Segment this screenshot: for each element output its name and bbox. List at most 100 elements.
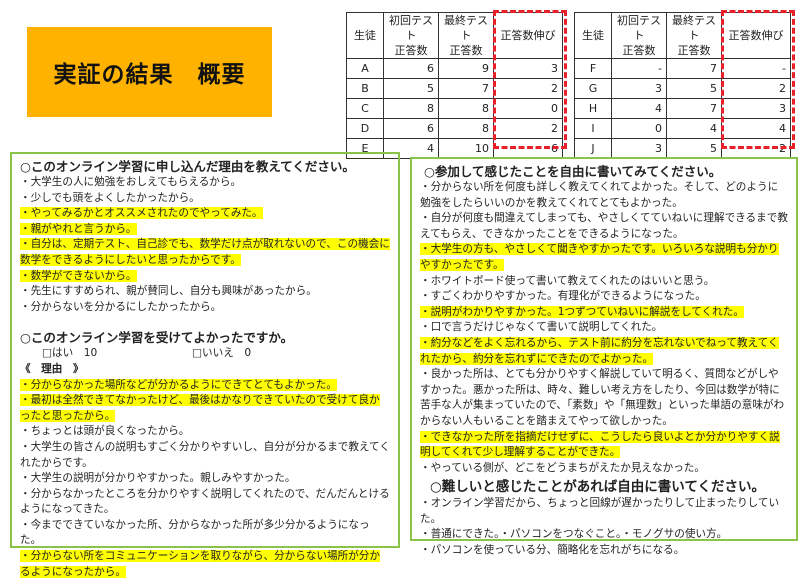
answer-item: ・先生にすすめられ、親が賛同し、自分も興味があったから。 <box>20 284 390 300</box>
survey-panel-left: ○このオンライン学習に申し込んだ理由を教えてください。 ・大学生の人に勉強をおし… <box>10 152 400 578</box>
question-impressions: ○参加して感じたことを自由に書いてみてください。 <box>424 164 722 179</box>
student-cell: A <box>346 58 384 79</box>
final-score-cell: 5 <box>666 138 722 159</box>
first-score-cell: 3 <box>611 78 667 99</box>
answer-list: ・オンライン学習だから、ちょっと回線が遅かったりして止まったりしていた。・普通に… <box>420 496 788 558</box>
answer-text: ・分からないを分かるにしたかったから。 <box>20 300 222 313</box>
student-cell: J <box>574 138 612 159</box>
answer-text: ・約分などをよく忘れるから、テスト前に約分を忘れないでねって教えてくれたから、約… <box>420 336 779 365</box>
final-score-cell: 10 <box>438 138 494 159</box>
answer-text: ・できなかった所を指摘だけせずに、こうしたら良いよとか分かりやすく説明してくれて… <box>420 430 780 459</box>
col-header-final-test: 最終テスト 正答数 <box>438 12 494 59</box>
answer-text: ・大学生の人に勉強をおしえてもらえるから。 <box>20 176 242 188</box>
answer-text: ・やってみるかとオススメされたのでやってみた。 <box>20 207 263 220</box>
improvement-cell: 0 <box>493 98 563 119</box>
answer-item: ・すごくわかりやすかった。有理化ができるようになった。 <box>420 289 788 305</box>
answer-text: ・自分は、定期テスト、自己診でも、数学だけ点が取れないので、この機会に数学をでき… <box>20 238 390 266</box>
answer-text: ・分からなかった場所などが分かるようにできてとてもよかった。 <box>20 378 337 391</box>
answer-item: ・大学生の方も、やさしくて聞きやすかったです。いろいろな説明も分かりやすかったで… <box>420 242 788 273</box>
answer-item: ・できなかった所を指摘だけせずに、こうしたら良いよとか分かりやすく説明してくれて… <box>420 430 788 461</box>
student-cell: B <box>346 78 384 99</box>
first-score-cell: 6 <box>383 58 439 79</box>
yes-count: □はい 10 <box>42 347 98 360</box>
question-difficulties: ○難しいと感じたことがあれば自由に書いてください。 <box>430 479 765 496</box>
final-score-cell: 7 <box>666 58 722 79</box>
final-score-cell: 8 <box>438 118 494 139</box>
student-cell: H <box>574 98 612 119</box>
answer-item: ・今までできていなかった所、分からなかった所が多少分かるようになった。 <box>20 518 390 549</box>
yes-no-counts: □はい 10 □いいえ 0 <box>20 346 390 362</box>
answer-item: ・数学ができないから。 <box>20 269 390 285</box>
answer-text: ・説明がわかりやすかった。1つずつていねいに解説をしてくれた。 <box>420 305 744 318</box>
col-header-student: 生徒 <box>574 12 612 59</box>
first-score-cell: 4 <box>611 98 667 119</box>
answer-item: ・口で言うだけじゃなくて書いて説明してくれた。 <box>420 320 788 336</box>
answer-text: ・少しでも頭をよくしたかったから。 <box>20 191 200 204</box>
improvement-cell: 2 <box>493 78 563 99</box>
student-cell: F <box>574 58 612 79</box>
answer-item: ・自分は、定期テスト、自己診でも、数学だけ点が取れないので、この機会に数学をでき… <box>20 237 390 268</box>
answer-item: ・良かった所は、とても分かりやすく解説していて明るく、質問などがしやすかった。悪… <box>420 367 788 429</box>
col-header-improvement: 正答数伸び <box>721 12 791 59</box>
final-score-cell: 5 <box>666 78 722 99</box>
answer-text: ・やっている側が、どこをどうまちがえたか見えなかった。 <box>420 461 705 474</box>
student-cell: D <box>346 118 384 139</box>
answer-item: ・ちょっとは頭が良くなったから。 <box>20 424 390 440</box>
answer-text: ・オンライン学習だから、ちょっと回線が遅かったりして止まったりしていた。 <box>420 497 780 525</box>
answer-item: ・説明がわかりやすかった。1つずつていねいに解説をしてくれた。 <box>420 305 788 321</box>
answer-text: ・親がやれと言うから。 <box>20 222 137 235</box>
answer-item: ・自分が何度も間違えてしまっても、やさしくてていねいに理解できるまで教えてもらえ… <box>420 211 788 242</box>
answer-text: ・大学生の皆さんの説明もすごく分かりやすいし、自分が分かるまで教えてくれたからで… <box>20 440 390 469</box>
survey-panel-right: ○参加して感じたことを自由に書いてみてください。 ・分からない所を何度も詳しく教… <box>410 157 798 556</box>
final-score-cell: 4 <box>666 118 722 139</box>
answer-item: ・やってみるかとオススメされたのでやってみた。 <box>20 206 390 222</box>
answer-text: ・分からない所をコミュニケーションを取りながら、分からない場所が分かるようになっ… <box>20 550 380 578</box>
student-cell: C <box>346 98 384 119</box>
answer-text: ・自分が何度も間違えてしまっても、やさしくてていねいに理解できるまで教えてもらえ… <box>420 212 788 240</box>
final-score-cell: 7 <box>438 78 494 99</box>
answer-item: ・大学生の説明が分かりやすかった。親しみやすかった。 <box>20 471 390 487</box>
answer-item: ・分からないを分かるにしたかったから。 <box>20 300 390 316</box>
answer-text: ・分からなかったところを分かりやすく説明してくれたので、だんだんとけるようになっ… <box>20 487 390 516</box>
improvement-cell: 3 <box>493 58 563 79</box>
answer-item: ・親がやれと言うから。 <box>20 222 390 238</box>
answer-text: ・パソコンを使っている分、簡略化を忘れがちになる。 <box>420 544 685 557</box>
improvement-cell: 6 <box>493 138 563 159</box>
answer-text: ・分からない所を何度も詳しく教えてくれてよかった。そして、どのように勉強をしたら… <box>420 181 779 209</box>
first-score-cell: 3 <box>611 138 667 159</box>
col-header-first-test: 初回テスト 正答数 <box>611 12 667 59</box>
col-header-student: 生徒 <box>346 12 384 59</box>
answer-item: ・オンライン学習だから、ちょっと回線が遅かったりして止まったりしていた。 <box>420 496 788 527</box>
question-was-it-good: ○このオンライン学習を受けてよかったですか。 <box>20 330 294 346</box>
answer-item: ・分からなかったところを分かりやすく説明してくれたので、だんだんとけるようになっ… <box>20 487 390 518</box>
improvement-cell: - <box>721 58 791 79</box>
answer-item: ・大学生の皆さんの説明もすごく分かりやすいし、自分が分かるまで教えてくれたからで… <box>20 440 390 471</box>
table-header-row: 生徒 初回テスト 正答数 最終テスト 正答数 正答数伸び <box>346 12 563 59</box>
page-title: 実証の結果 概要 <box>27 27 272 117</box>
first-score-cell: 8 <box>383 98 439 119</box>
answer-item: ・約分などをよく忘れるから、テスト前に約分を忘れないでねって教えてくれたから、約… <box>420 336 788 367</box>
answer-item: ・最初は全然できてなかったけど、最後はかなりできていたので受けて良かったと思った… <box>20 393 390 424</box>
final-score-cell: 7 <box>666 98 722 119</box>
col-header-improvement: 正答数伸び <box>493 12 563 59</box>
answer-text: ・普通にできた。・パソコンをつなぐこと。・モノグサの使い方。 <box>420 528 728 541</box>
answer-text: ・先生にすすめられ、親が賛同し、自分も興味があったから。 <box>20 285 317 298</box>
answer-item: ・ホワイトボード使って書いて教えてくれたのはいいと思う。 <box>420 274 788 290</box>
answer-item: ・やっている側が、どこをどうまちがえたか見えなかった。 <box>420 461 788 477</box>
student-cell: G <box>574 78 612 99</box>
answer-item: ・分からなかった場所などが分かるようにできてとてもよかった。 <box>20 378 390 394</box>
answer-text: ・数学ができないから。 <box>20 269 137 282</box>
first-score-cell: 6 <box>383 118 439 139</box>
answer-list: ・分からない所を何度も詳しく教えてくれてよかった。そして、どのように勉強をしたら… <box>420 180 788 476</box>
final-score-cell: 8 <box>438 98 494 119</box>
improvement-cell: 3 <box>721 98 791 119</box>
answer-text: ・ホワイトボード使って書いて教えてくれたのはいいと思う。 <box>420 274 715 287</box>
answer-item: ・普通にできた。・パソコンをつなぐこと。・モノグサの使い方。 <box>420 527 788 543</box>
no-count: □いいえ 0 <box>192 347 252 360</box>
answer-text: ・大学生の説明が分かりやすかった。親しみやすかった。 <box>20 472 296 485</box>
answer-text: ・口で言うだけじゃなくて書いて説明してくれた。 <box>420 321 663 334</box>
